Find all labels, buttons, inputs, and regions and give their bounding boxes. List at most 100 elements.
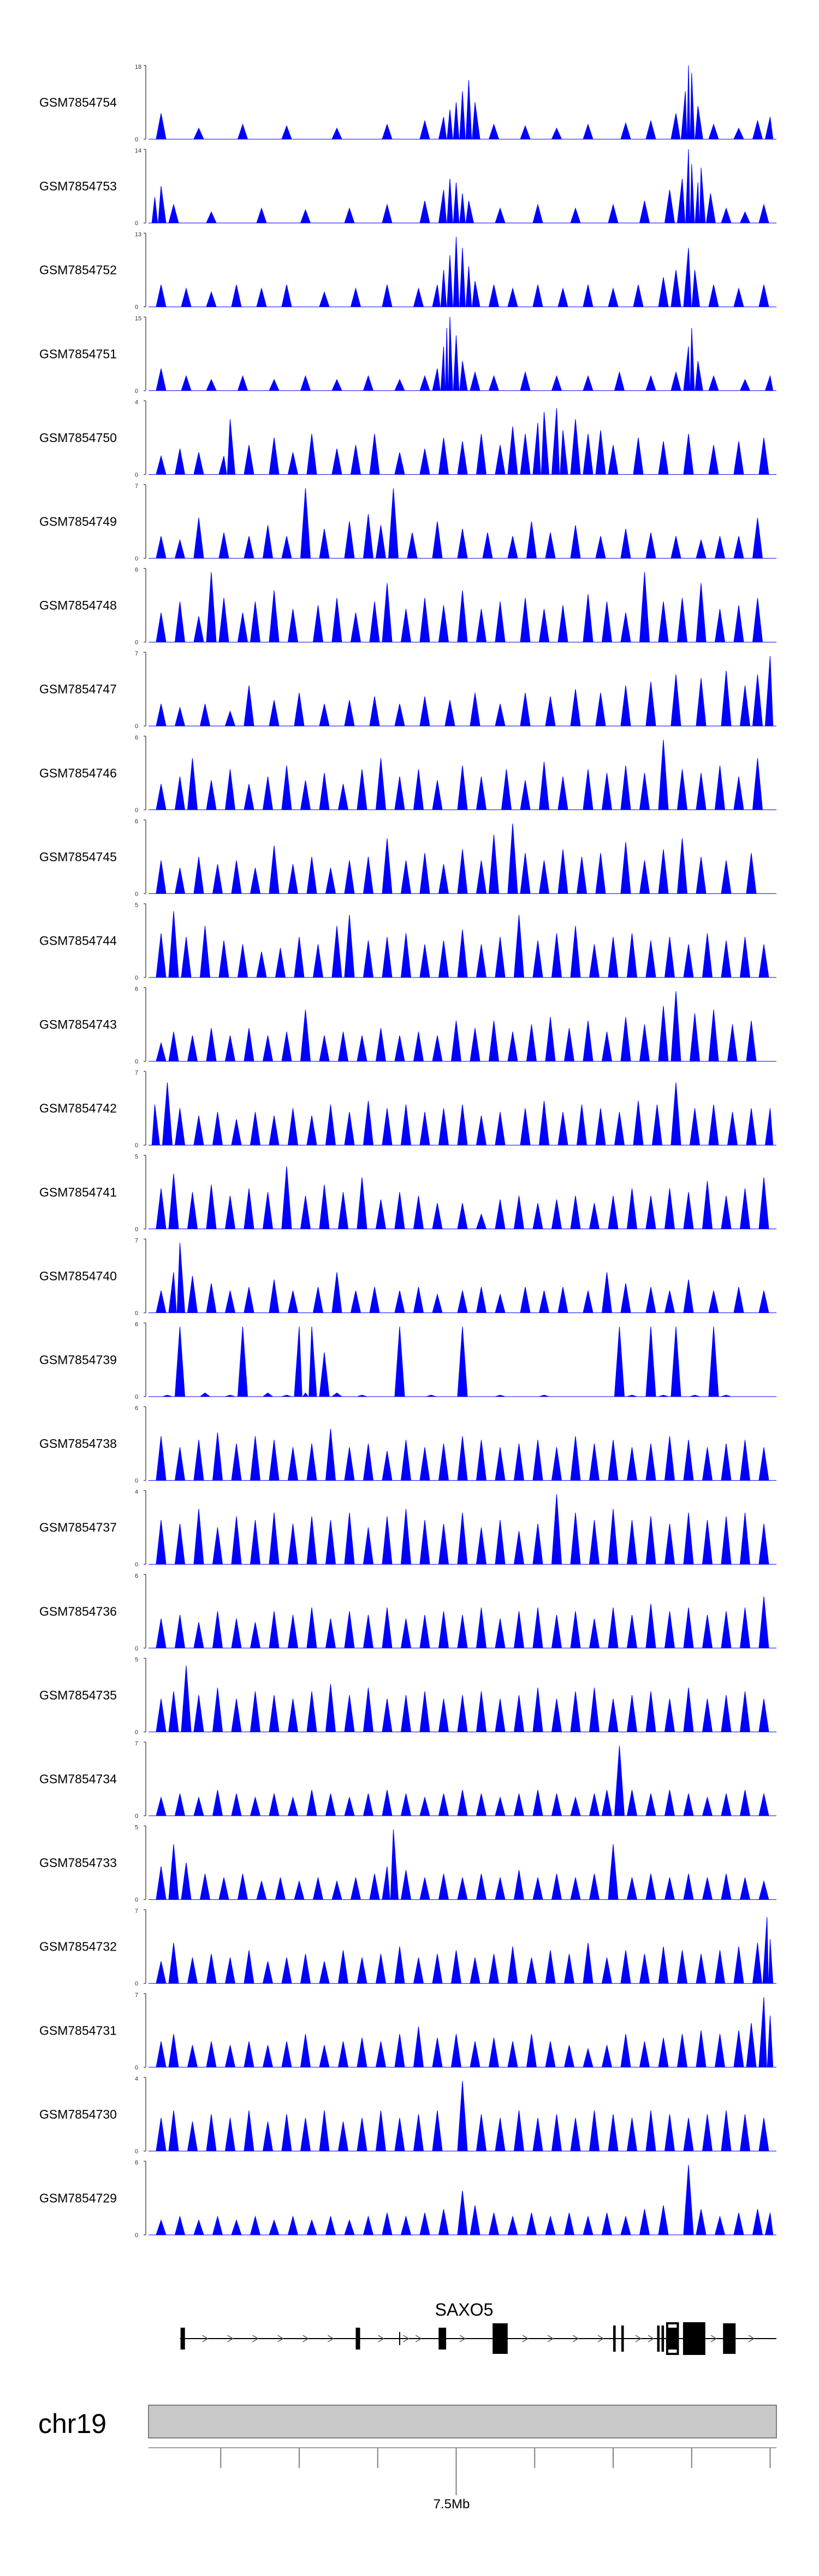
coverage-track: GSM7854747 7 0	[39, 651, 776, 730]
coverage-area	[149, 1082, 776, 1146]
track-ymax-label: 5	[135, 902, 138, 909]
track-ymin-label: 0	[135, 1310, 138, 1316]
coverage-area	[149, 991, 776, 1062]
coverage-track: GSM7854743 6 0	[39, 986, 776, 1065]
track-label: GSM7854748	[39, 598, 117, 612]
track-ymax-label: 7	[135, 1992, 138, 1999]
coverage-track: GSM7854741 5 0	[39, 1154, 776, 1233]
gene-label: SAXO5	[435, 2300, 494, 2319]
track-label: GSM7854735	[39, 1688, 117, 1702]
track-ymin-label: 0	[135, 136, 138, 143]
coverage-track: GSM7854730 4 0	[39, 2076, 776, 2155]
coverage-track: GSM7854752 13 0	[39, 231, 776, 311]
exon	[438, 2328, 447, 2350]
track-label: GSM7854737	[39, 1520, 117, 1535]
exon	[657, 2325, 660, 2352]
coverage-area	[149, 572, 776, 643]
coverage-area	[149, 149, 776, 224]
track-ymax-label: 6	[135, 818, 138, 825]
coverage-track: GSM7854731 7 0	[39, 1992, 776, 2071]
track-ymin-label: 0	[135, 891, 138, 897]
track-label: GSM7854730	[39, 2107, 117, 2121]
strand-arrow	[416, 2335, 422, 2342]
track-label: GSM7854731	[39, 2023, 117, 2037]
strand-arrow	[202, 2335, 209, 2342]
exon	[613, 2325, 616, 2352]
coverage-track: GSM7854746 6 0	[39, 735, 776, 814]
track-label: GSM7854738	[39, 1436, 117, 1451]
track-ymax-label: 5	[135, 1656, 138, 1663]
track-label: GSM7854734	[39, 1772, 117, 1786]
exon	[621, 2325, 624, 2352]
track-label: GSM7854754	[39, 96, 117, 110]
track-ymin-label: 0	[135, 556, 138, 562]
coverage-track: GSM7854742 7 0	[39, 1070, 776, 1149]
track-ymin-label: 0	[135, 1897, 138, 1904]
coverage-track: GSM7854734 7 0	[39, 1740, 776, 1820]
coverage-track: GSM7854729 6 0	[39, 2160, 776, 2239]
track-ymax-label: 6	[135, 1573, 138, 1579]
track-ymax-label: 4	[135, 1489, 138, 1495]
exon	[723, 2323, 736, 2354]
coverage-area	[149, 1326, 776, 1397]
coverage-area	[149, 1429, 776, 1481]
track-label: GSM7854742	[39, 1101, 117, 1116]
exon	[355, 2328, 360, 2350]
coverage-track: GSM7854745 6 0	[39, 818, 776, 897]
coverage-area	[149, 740, 776, 810]
coverage-track: GSM7854736 6 0	[39, 1573, 776, 1652]
track-ymax-label: 7	[135, 651, 138, 657]
track-label: GSM7854729	[39, 2191, 117, 2205]
coverage-area	[149, 1494, 776, 1565]
strand-arrow	[748, 2335, 755, 2342]
exon	[492, 2323, 508, 2354]
coverage-track: GSM7854737 4 0	[39, 1489, 776, 1568]
track-ymax-label: 7	[135, 1908, 138, 1915]
track-ymin-label: 0	[135, 723, 138, 730]
strand-arrow	[648, 2335, 655, 2342]
track-ymax-label: 4	[135, 399, 138, 406]
coverage-track: GSM7854748 6 0	[39, 567, 776, 646]
strand-arrow	[572, 2335, 579, 2342]
track-label: GSM7854747	[39, 682, 117, 696]
track-label: GSM7854740	[39, 1269, 117, 1283]
track-ymin-label: 0	[135, 1478, 138, 1484]
coverage-track: GSM7854740 7 0	[39, 1237, 776, 1316]
track-ymax-label: 7	[135, 483, 138, 490]
track-label: GSM7854753	[39, 179, 117, 193]
track-label: GSM7854749	[39, 515, 117, 529]
coverage-area	[149, 1596, 776, 1649]
coverage-area	[149, 1997, 776, 2068]
track-label: GSM7854741	[39, 1185, 117, 1199]
strand-arrow	[277, 2335, 284, 2342]
coverage-track: GSM7854750 4 0	[39, 399, 776, 478]
coverage-area	[149, 655, 776, 726]
exon	[667, 2328, 678, 2350]
track-label: GSM7854745	[39, 850, 117, 864]
track-ymin-label: 0	[135, 1729, 138, 1736]
coverage-track: GSM7854735 5 0	[39, 1656, 776, 1736]
track-ymax-label: 5	[135, 1154, 138, 1160]
track-ymax-label: 6	[135, 2160, 138, 2166]
strand-arrow	[378, 2335, 384, 2342]
track-ymax-label: 6	[135, 1405, 138, 1412]
strand-arrow	[403, 2335, 410, 2342]
coverage-area	[149, 2081, 776, 2151]
coverage-track: GSM7854753 14 0	[39, 148, 776, 227]
coverage-area	[149, 1917, 776, 1984]
strand-arrow	[597, 2335, 604, 2342]
strand-arrow	[302, 2335, 309, 2342]
strand-arrow	[522, 2335, 529, 2342]
track-ymax-label: 7	[135, 1237, 138, 1244]
coverage-track: GSM7854738 6 0	[39, 1405, 776, 1484]
track-ymax-label: 6	[135, 986, 138, 993]
track-ymin-label: 0	[135, 1813, 138, 1820]
chromosome-ticks	[149, 2447, 776, 2495]
strand-arrow	[635, 2335, 642, 2342]
track-ymin-label: 0	[135, 2065, 138, 2071]
chromosome-label: chr19	[38, 2408, 106, 2439]
coverage-area	[149, 1745, 776, 1816]
track-ymin-label: 0	[135, 388, 138, 395]
coverage-track: GSM7854733 5 0	[39, 1824, 776, 1904]
